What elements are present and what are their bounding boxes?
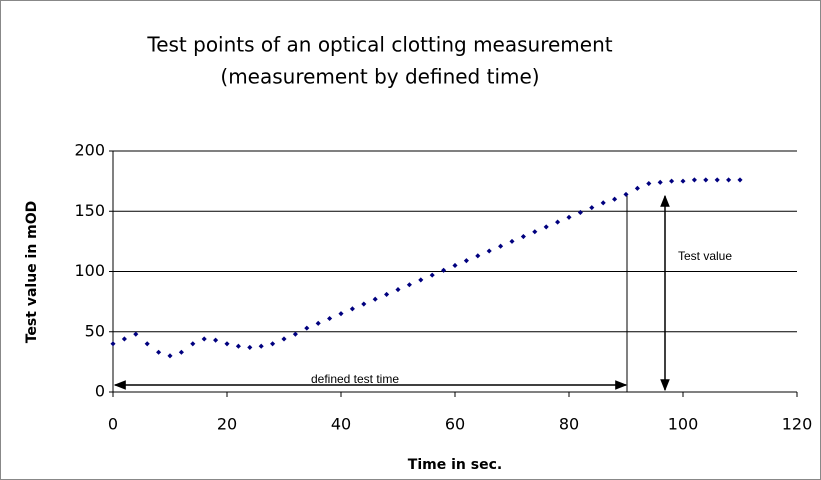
point [235, 343, 241, 349]
point [201, 336, 207, 342]
point [213, 337, 219, 343]
point [190, 341, 196, 347]
point [634, 185, 640, 191]
x-tick-label: 120 [782, 415, 813, 434]
point [315, 320, 321, 326]
point [452, 262, 458, 269]
point [463, 258, 469, 264]
point [475, 253, 481, 259]
chart-title: Test points of an optical clotting measu… [146, 33, 612, 57]
x-tick-label: 40 [331, 415, 351, 434]
point [589, 205, 595, 211]
point [418, 277, 424, 283]
point [384, 291, 390, 297]
x-tick-label: 80 [559, 415, 579, 434]
x-axis-label: Time in sec. [408, 457, 502, 473]
y-axis-label: Test value in mOD [24, 201, 40, 344]
point [406, 282, 412, 288]
chart-subtitle: (measurement by defined time) [220, 65, 539, 89]
y-tick-label: 100 [74, 261, 105, 280]
point [566, 214, 572, 220]
point [133, 331, 139, 337]
point [361, 301, 367, 307]
point [577, 209, 583, 216]
point [543, 224, 549, 230]
y-tick-label: 200 [74, 141, 105, 160]
point [304, 325, 310, 331]
point [372, 296, 378, 302]
point [121, 336, 127, 342]
point [144, 341, 150, 347]
y-tick-label: 150 [74, 201, 105, 220]
point [429, 272, 435, 278]
point [327, 315, 333, 322]
point [281, 336, 287, 342]
annotation: defined test time [311, 372, 399, 386]
x-tick-label: 0 [108, 415, 118, 434]
point [338, 311, 344, 317]
point [395, 287, 401, 293]
point [247, 344, 253, 350]
point [292, 331, 298, 337]
point [270, 341, 276, 347]
point [258, 343, 264, 349]
point [224, 341, 230, 347]
point [691, 177, 697, 183]
y-tick-label: 50 [85, 321, 105, 340]
point [178, 349, 184, 355]
point [167, 353, 173, 359]
annotation: Test value [678, 249, 732, 263]
point [349, 306, 355, 312]
x-tick-label: 20 [217, 415, 237, 434]
y-tick-label: 0 [95, 382, 105, 401]
x-tick-label: 60 [445, 415, 465, 434]
x-tick-label: 100 [668, 415, 699, 434]
point [156, 349, 162, 355]
point [441, 267, 447, 273]
